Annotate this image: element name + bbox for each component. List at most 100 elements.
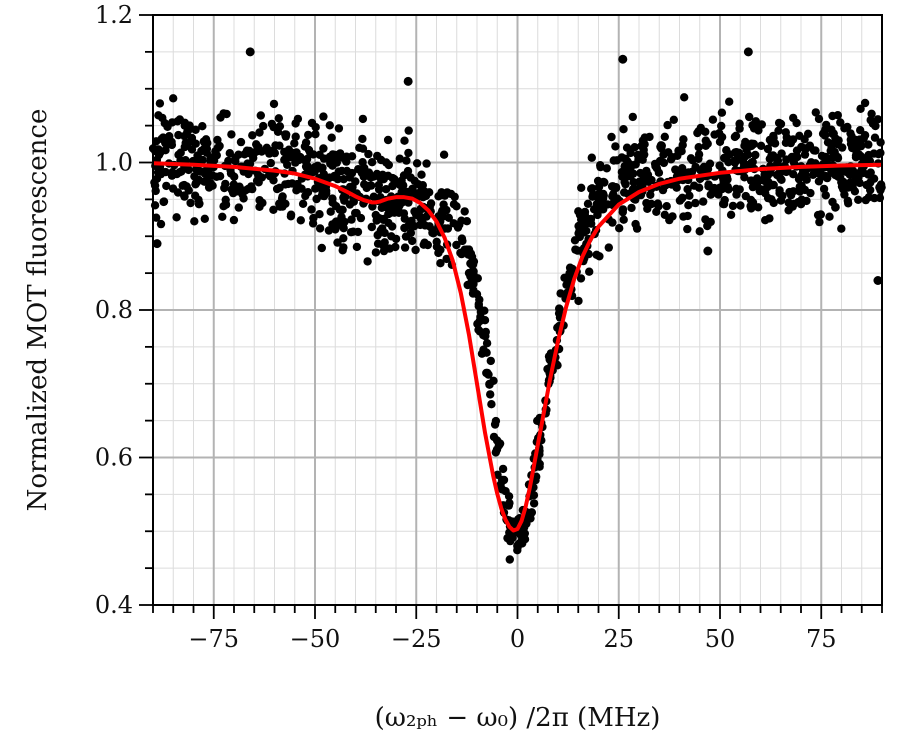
x-tick-label: −75 [188, 625, 239, 653]
scatter-point [741, 191, 750, 201]
scatter-point [362, 183, 371, 193]
scatter-point [315, 210, 324, 219]
scatter-point [400, 136, 409, 145]
scatter-point [691, 162, 700, 172]
scatter-point [683, 211, 692, 221]
scatter-point [763, 144, 773, 154]
scatter-point [327, 133, 336, 142]
x-tick-label: 75 [806, 625, 837, 653]
scatter-point [410, 222, 419, 231]
scatter-point [310, 163, 320, 172]
scatter-point [215, 172, 225, 181]
scatter-point [730, 132, 740, 142]
scatter-point [180, 118, 190, 128]
scatter-point [706, 190, 715, 199]
scatter-point [710, 183, 719, 193]
y-axis-title: Normalized MOT fluorescence [23, 109, 53, 512]
scatter-point [221, 195, 230, 204]
scatter-point [816, 210, 825, 219]
scatter-point [576, 274, 586, 283]
scatter-point [820, 131, 830, 140]
scatter-point [653, 199, 662, 208]
scatter-point [717, 132, 727, 142]
scatter-point [482, 339, 492, 348]
scatter-point [354, 165, 363, 174]
scatter-point [230, 187, 239, 196]
scatter-point [665, 215, 674, 225]
scatter-point [482, 368, 491, 378]
scatter-point [452, 202, 461, 211]
scatter-point-outlier [873, 276, 883, 285]
scatter-point [604, 243, 613, 252]
scatter-point [458, 236, 467, 246]
scatter-point [275, 122, 285, 131]
scatter-point [717, 183, 726, 193]
scatter-point [861, 195, 870, 205]
scatter-point [406, 228, 416, 238]
scatter-point [278, 192, 287, 201]
scatter-point [371, 248, 381, 257]
scatter-point [417, 170, 426, 179]
x-tick-label: 50 [705, 625, 736, 653]
scatter-point [856, 126, 865, 135]
scatter-point [657, 141, 666, 150]
scatter-point [701, 141, 710, 150]
scatter-point [504, 534, 513, 543]
scatter-point [452, 240, 461, 250]
scatter-point [869, 174, 879, 183]
scatter-point [588, 192, 597, 201]
scatter-point [594, 195, 604, 204]
scatter-point [856, 104, 865, 114]
scatter-point [240, 150, 249, 159]
scatter-point [378, 224, 387, 233]
scatter-point [476, 307, 486, 317]
scatter-point [864, 140, 873, 149]
scatter-point [239, 194, 248, 203]
scatter-point [304, 145, 314, 155]
scatter-point [422, 159, 431, 168]
scatter-point [631, 219, 640, 229]
scatter-point [694, 143, 703, 152]
scatter-point [494, 441, 504, 450]
scatter-point [796, 200, 806, 209]
scatter-point [184, 186, 193, 195]
scatter-point [342, 152, 351, 161]
scatter-point [324, 154, 333, 164]
scatter-point [497, 475, 507, 485]
scatter-point [637, 179, 646, 188]
scatter-point [723, 175, 732, 184]
scatter-point [615, 224, 624, 233]
y-tick-labels: 0.4 0.6 0.8 1.0 1.2 [95, 1, 133, 619]
scatter-point [680, 93, 689, 102]
scatter-point [618, 207, 627, 217]
scatter-point [710, 130, 719, 139]
scatter-point [645, 132, 654, 142]
scatter-point [378, 240, 388, 250]
scatter-point [765, 154, 774, 163]
scatter-point [439, 150, 449, 159]
scatter-point [587, 184, 596, 194]
scatter-point [387, 232, 396, 241]
scatter-point [674, 146, 683, 155]
scatter-point [394, 208, 404, 217]
fit-curve-group [152, 161, 883, 533]
scatter-point [607, 132, 616, 142]
scatter-point [198, 122, 207, 131]
scatter-point [652, 207, 661, 216]
scatter-point [683, 224, 692, 234]
scatter-point [271, 141, 280, 150]
scatter-point [269, 99, 279, 109]
scatter-point [608, 218, 617, 227]
scatter-point [703, 221, 712, 231]
scatter-point [592, 250, 601, 259]
scatter-point [382, 158, 391, 167]
scatter-point [408, 236, 417, 246]
scatter-point [252, 147, 261, 156]
scatter-point [208, 181, 217, 190]
scatter-point [466, 259, 475, 268]
scatter-point [742, 145, 751, 154]
scatter-point [154, 111, 163, 120]
scatter-point [302, 154, 312, 164]
scatter-point [732, 190, 741, 199]
scatter-point [352, 242, 362, 252]
